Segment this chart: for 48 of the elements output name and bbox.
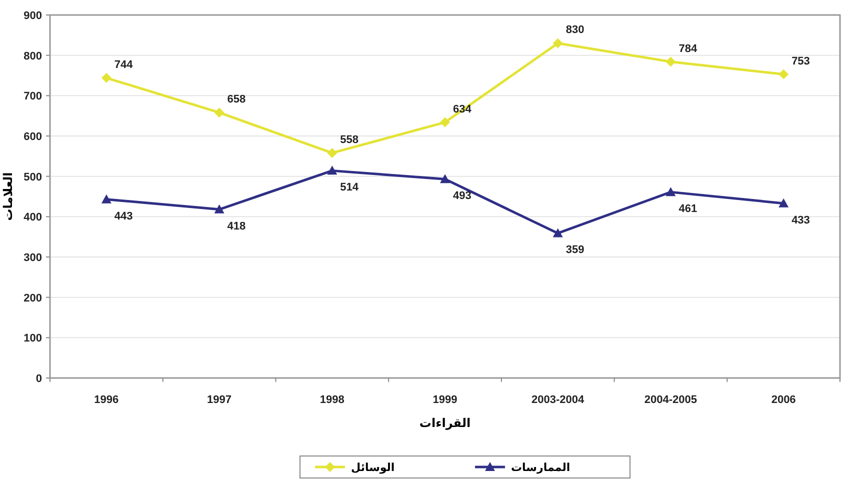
x-tick-label: 2006 (771, 394, 796, 406)
x-tick-label: 2003-2004 (532, 394, 586, 406)
x-tick-label: 1996 (94, 394, 119, 406)
point (778, 69, 789, 80)
y-tick-label: 500 (24, 171, 42, 184)
y-axis-title: العلامات (1, 172, 15, 221)
x-tick-label: 1998 (320, 394, 344, 406)
legend-label: الممارسات (511, 461, 570, 474)
data-label: 830 (566, 24, 584, 36)
point (440, 117, 450, 128)
legend-label: الوسائل (351, 461, 395, 474)
point (666, 56, 676, 67)
point (666, 187, 676, 196)
point (214, 108, 224, 118)
data-label: 493 (453, 190, 472, 202)
point (552, 38, 563, 48)
data-label: 359 (566, 244, 584, 256)
point (101, 72, 112, 83)
y-tick-label: 700 (24, 90, 42, 103)
point (778, 198, 789, 208)
data-label: 558 (340, 134, 358, 146)
data-label: 443 (114, 210, 133, 222)
point (552, 228, 563, 238)
y-tick-label: 200 (24, 292, 42, 304)
data-label: 744 (114, 58, 134, 71)
data-label: 784 (678, 42, 698, 55)
point (440, 174, 450, 184)
data-label: 433 (792, 214, 810, 226)
y-tick-label: 800 (24, 50, 42, 62)
y-tick-label: 400 (24, 212, 42, 224)
x-tick-label: 1997 (207, 394, 232, 406)
x-axis-title: القراءات (419, 416, 471, 430)
point (214, 204, 224, 214)
data-label: 658 (227, 94, 246, 106)
data-label: 514 (340, 182, 360, 194)
point (327, 148, 338, 158)
data-label: 418 (227, 220, 246, 232)
x-tick-label: 1999 (432, 394, 458, 406)
point (101, 194, 112, 204)
data-label: 753 (792, 55, 810, 68)
y-tick-label: 300 (24, 252, 42, 264)
point (327, 166, 338, 175)
x-tick-label: 2004-2005 (644, 394, 698, 406)
y-tick-label: 600 (24, 131, 42, 143)
y-tick-label: 0 (36, 373, 42, 385)
data-label: 461 (678, 203, 698, 216)
y-tick-label: 100 (24, 332, 42, 345)
y-tick-label: 900 (24, 10, 42, 22)
